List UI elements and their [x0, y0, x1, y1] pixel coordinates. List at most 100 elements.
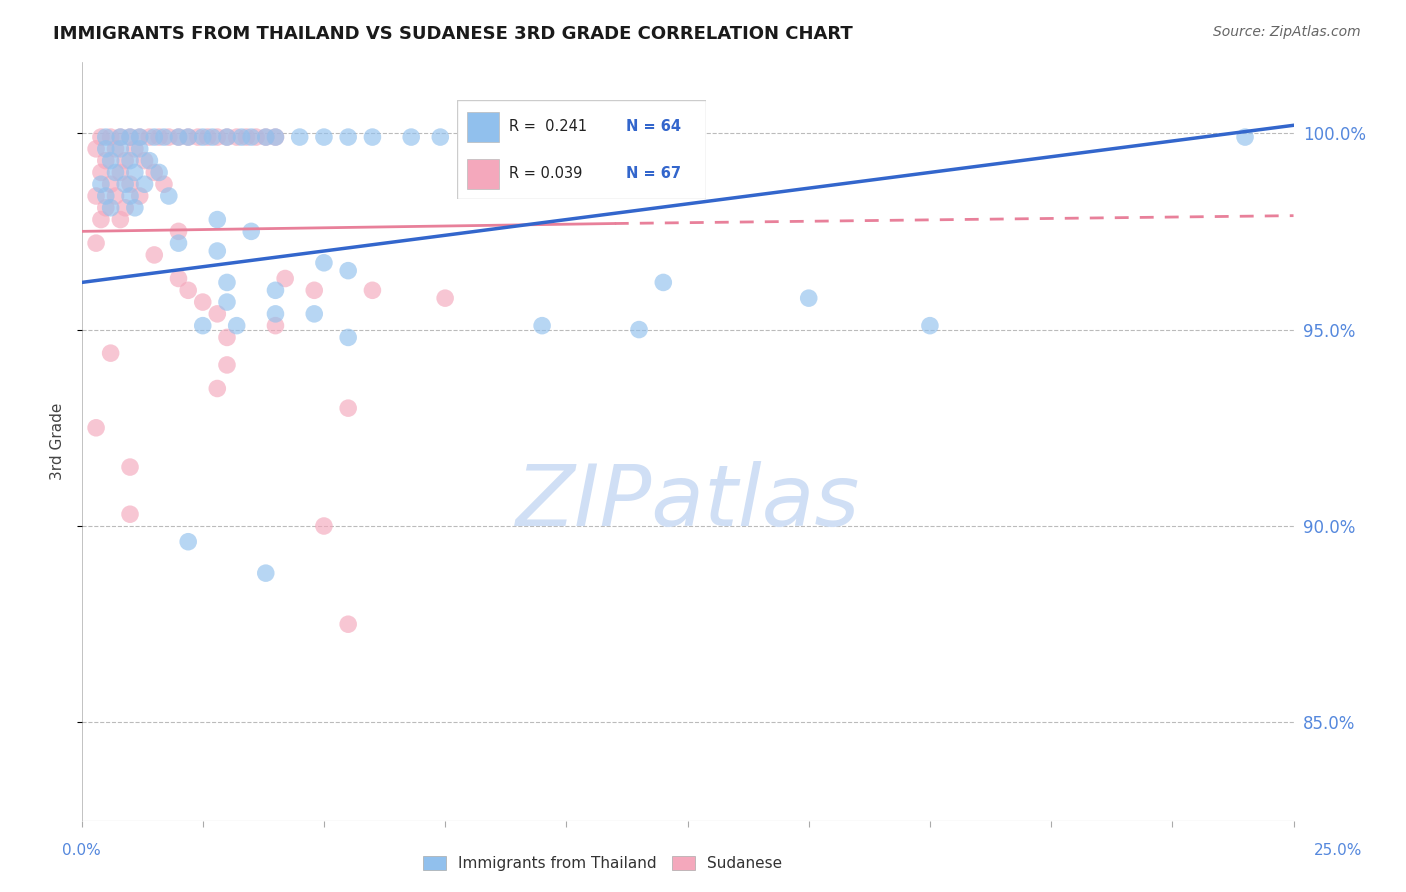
Point: [215, 295, 238, 310]
Point: [240, 130, 263, 145]
Point: [84, 189, 107, 203]
Point: [215, 276, 238, 290]
Point: [167, 130, 190, 145]
Point: [361, 283, 384, 297]
Text: Source: ZipAtlas.com: Source: ZipAtlas.com: [1213, 25, 1361, 39]
Point: [274, 271, 297, 285]
Point: [215, 130, 238, 145]
Point: [167, 130, 190, 145]
Point: [118, 130, 141, 145]
Point: [84, 142, 107, 156]
Point: [337, 617, 360, 632]
Point: [399, 130, 422, 145]
Point: [134, 153, 156, 168]
Point: [254, 130, 277, 145]
Point: [1234, 130, 1257, 145]
Point: [231, 130, 253, 145]
Point: [177, 534, 200, 549]
Point: [100, 130, 122, 145]
Point: [128, 142, 150, 156]
Point: [191, 318, 214, 333]
Point: [628, 322, 651, 336]
Point: [918, 318, 941, 333]
Point: [197, 130, 219, 145]
Point: [264, 307, 287, 321]
Point: [104, 165, 127, 179]
Point: [207, 382, 229, 396]
Point: [128, 130, 150, 145]
Point: [157, 189, 180, 203]
Point: [118, 130, 141, 145]
Point: [215, 358, 238, 372]
Point: [288, 130, 311, 145]
Point: [153, 130, 176, 145]
Point: [84, 421, 107, 435]
Point: [124, 142, 146, 156]
Point: [225, 130, 247, 145]
Text: ZIPatlas: ZIPatlas: [516, 460, 859, 544]
Point: [312, 130, 335, 145]
Point: [304, 307, 326, 321]
Point: [110, 130, 132, 145]
Point: [240, 224, 263, 238]
Point: [110, 165, 132, 179]
Point: [434, 291, 457, 305]
Point: [100, 153, 122, 168]
Point: [429, 130, 451, 145]
Point: [167, 224, 190, 238]
Point: [153, 178, 176, 192]
Point: [531, 318, 554, 333]
Point: [128, 189, 150, 203]
Point: [90, 212, 112, 227]
Point: [114, 201, 136, 215]
Point: [143, 165, 166, 179]
Point: [143, 130, 166, 145]
Point: [110, 130, 132, 145]
Point: [191, 295, 214, 310]
Point: [84, 236, 107, 251]
Point: [235, 130, 257, 145]
Point: [337, 401, 360, 416]
Point: [90, 130, 112, 145]
Point: [94, 130, 117, 145]
Point: [361, 130, 384, 145]
Point: [100, 178, 122, 192]
Point: [167, 271, 190, 285]
Point: [191, 130, 214, 145]
Point: [207, 307, 229, 321]
Point: [797, 291, 820, 305]
Point: [143, 248, 166, 262]
Point: [245, 130, 267, 145]
Point: [138, 153, 160, 168]
Point: [312, 519, 335, 533]
Point: [337, 130, 360, 145]
Point: [264, 318, 287, 333]
Point: [264, 283, 287, 297]
Text: 25.0%: 25.0%: [1315, 843, 1362, 857]
Point: [118, 178, 141, 192]
Point: [264, 130, 287, 145]
Point: [207, 130, 229, 145]
Legend: Immigrants from Thailand, Sudanese: Immigrants from Thailand, Sudanese: [418, 850, 789, 878]
Point: [337, 330, 360, 344]
Point: [114, 153, 136, 168]
Point: [104, 142, 127, 156]
Point: [177, 130, 200, 145]
Point: [100, 201, 122, 215]
Point: [148, 130, 170, 145]
Y-axis label: 3rd Grade: 3rd Grade: [49, 403, 65, 480]
Point: [118, 507, 141, 521]
Point: [652, 276, 675, 290]
Point: [225, 318, 247, 333]
Point: [167, 236, 190, 251]
Point: [94, 189, 117, 203]
Point: [187, 130, 209, 145]
Point: [304, 283, 326, 297]
Point: [207, 244, 229, 258]
Point: [201, 130, 224, 145]
Point: [177, 283, 200, 297]
Point: [337, 263, 360, 277]
Point: [215, 330, 238, 344]
Point: [177, 130, 200, 145]
Point: [94, 153, 117, 168]
